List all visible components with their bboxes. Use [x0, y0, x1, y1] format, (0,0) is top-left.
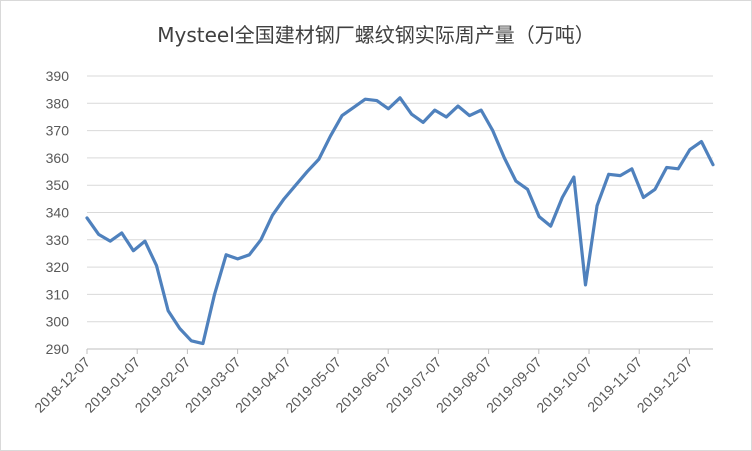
- y-tick-label: 320: [46, 259, 70, 275]
- y-tick-label: 350: [46, 177, 70, 193]
- y-tick-label: 380: [46, 95, 70, 111]
- y-tick-label: 370: [46, 123, 70, 139]
- y-tick-label: 330: [46, 232, 70, 248]
- y-tick-label: 300: [46, 314, 70, 330]
- y-tick-label: 360: [46, 150, 70, 166]
- series-line: [85, 96, 715, 346]
- chart-title: Mysteel全国建材钢厂螺纹钢实际周产量（万吨）: [157, 23, 595, 47]
- y-tick-label: 340: [46, 205, 70, 221]
- y-tick-label: 290: [46, 341, 70, 357]
- y-tick-label: 310: [46, 286, 70, 302]
- y-tick-label: 390: [46, 68, 70, 84]
